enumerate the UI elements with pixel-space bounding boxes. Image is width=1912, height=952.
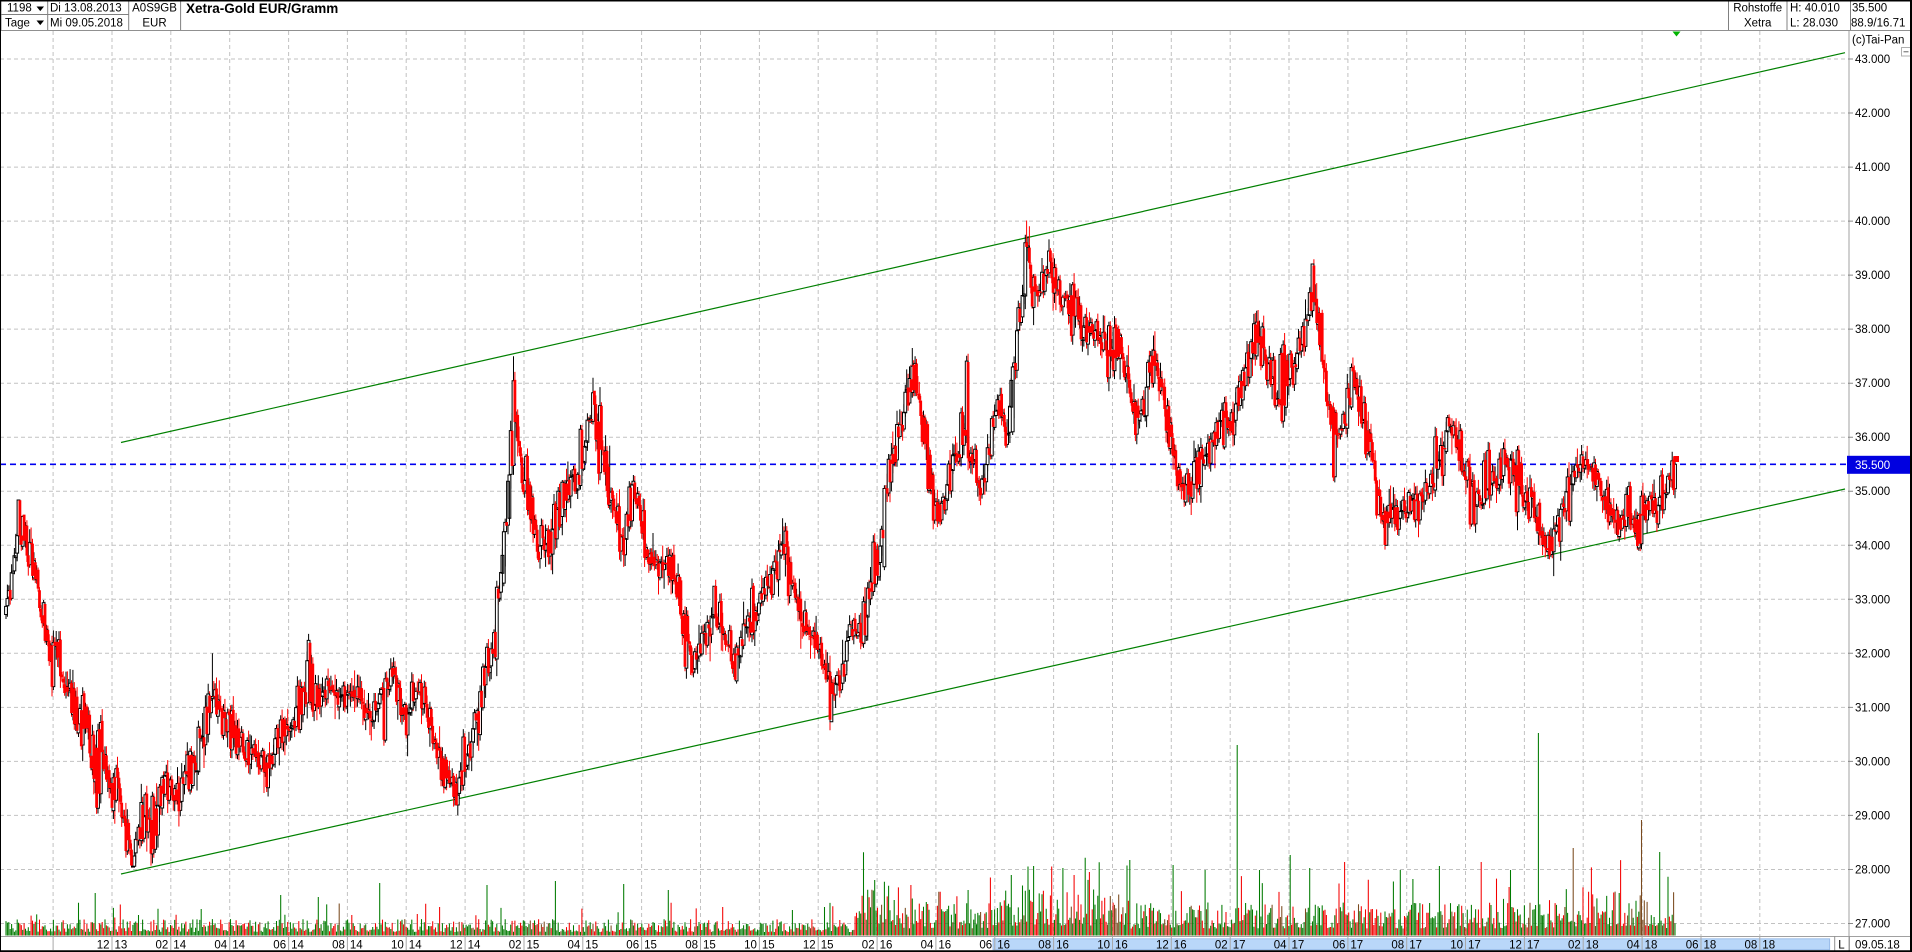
svg-text:04: 04 [921,939,934,951]
svg-text:10: 10 [1097,939,1110,951]
svg-text:H: 40.010: H: 40.010 [1790,3,1840,15]
svg-text:EUR: EUR [142,17,166,29]
svg-text:02: 02 [1568,939,1581,951]
svg-text:15: 15 [585,939,598,951]
svg-text:36.000: 36.000 [1855,432,1890,444]
svg-text:43.000: 43.000 [1855,54,1890,66]
svg-text:17: 17 [1233,939,1246,951]
svg-text:28.000: 28.000 [1855,865,1890,877]
svg-text:1198: 1198 [7,3,32,15]
svg-text:10: 10 [391,939,404,951]
svg-text:38.000: 38.000 [1855,324,1890,336]
svg-text:04: 04 [1274,939,1287,951]
svg-text:18: 18 [1762,939,1775,951]
svg-text:10: 10 [1450,939,1463,951]
svg-text:39.000: 39.000 [1855,270,1890,282]
svg-text:17: 17 [1409,939,1422,951]
svg-text:12: 12 [97,939,110,951]
svg-text:02: 02 [509,939,522,951]
svg-text:08: 08 [1745,939,1758,951]
svg-text:06: 06 [626,939,639,951]
svg-text:Tage: Tage [5,17,30,29]
svg-text:35.500: 35.500 [1852,3,1887,15]
svg-text:13: 13 [115,939,128,951]
svg-text:29.000: 29.000 [1855,810,1890,822]
svg-text:17: 17 [1350,939,1363,951]
svg-text:Xetra-Gold EUR/Gramm: Xetra-Gold EUR/Gramm [186,1,338,16]
svg-text:16: 16 [1174,939,1187,951]
svg-text:06: 06 [273,939,286,951]
svg-text:14: 14 [291,939,304,951]
svg-text:10: 10 [744,939,757,951]
svg-text:16: 16 [880,939,893,951]
svg-text:12: 12 [450,939,463,951]
svg-text:09.05.18: 09.05.18 [1855,939,1900,951]
svg-text:27.000: 27.000 [1855,919,1890,931]
svg-text:14: 14 [468,939,481,951]
svg-text:12: 12 [1156,939,1169,951]
svg-text:15: 15 [703,939,716,951]
svg-text:08: 08 [1391,939,1404,951]
svg-text:08: 08 [1038,939,1051,951]
svg-text:15: 15 [821,939,834,951]
svg-text:12: 12 [803,939,816,951]
svg-text:06: 06 [1686,939,1699,951]
svg-text:02: 02 [156,939,169,951]
svg-text:18: 18 [1704,939,1717,951]
svg-text:37.000: 37.000 [1855,378,1890,390]
svg-text:(c)Tai-Pan: (c)Tai-Pan [1852,35,1904,47]
svg-text:06: 06 [979,939,992,951]
svg-text:88.9/16.71: 88.9/16.71 [1851,17,1905,29]
svg-text:L: L [1838,939,1845,951]
svg-text:15: 15 [762,939,775,951]
svg-text:17: 17 [1468,939,1481,951]
svg-text:04: 04 [568,939,581,951]
svg-text:42.000: 42.000 [1855,108,1890,120]
svg-text:15: 15 [644,939,657,951]
svg-text:14: 14 [232,939,245,951]
svg-text:Xetra: Xetra [1744,17,1772,29]
svg-text:14: 14 [409,939,422,951]
svg-text:08: 08 [332,939,345,951]
svg-text:16: 16 [1115,939,1128,951]
svg-text:A0S9GB: A0S9GB [132,3,177,15]
svg-text:16: 16 [997,939,1010,951]
svg-text:35.000: 35.000 [1855,486,1890,498]
svg-text:31.000: 31.000 [1855,702,1890,714]
svg-text:17: 17 [1527,939,1540,951]
svg-text:04: 04 [1627,939,1640,951]
svg-text:35.500: 35.500 [1855,460,1890,472]
svg-text:16: 16 [938,939,951,951]
svg-text:12: 12 [1509,939,1522,951]
svg-text:02: 02 [1215,939,1228,951]
svg-text:06: 06 [1333,939,1346,951]
svg-text:14: 14 [173,939,186,951]
svg-text:L: 28.030: L: 28.030 [1790,17,1838,29]
svg-text:32.000: 32.000 [1855,648,1890,660]
svg-text:02: 02 [862,939,875,951]
svg-text:34.000: 34.000 [1855,540,1890,552]
svg-text:15: 15 [527,939,540,951]
svg-text:18: 18 [1586,939,1599,951]
svg-text:30.000: 30.000 [1855,756,1890,768]
svg-text:16: 16 [1056,939,1069,951]
svg-text:33.000: 33.000 [1855,594,1890,606]
svg-text:41.000: 41.000 [1855,162,1890,174]
svg-text:14: 14 [350,939,363,951]
svg-text:04: 04 [214,939,227,951]
svg-text:17: 17 [1292,939,1305,951]
svg-text:40.000: 40.000 [1855,216,1890,228]
svg-text:Di 13.08.2013: Di 13.08.2013 [50,3,122,15]
svg-text:08: 08 [685,939,698,951]
svg-text:Mi 09.05.2018: Mi 09.05.2018 [50,17,123,29]
svg-text:18: 18 [1645,939,1658,951]
svg-text:Rohstoffe: Rohstoffe [1733,3,1782,15]
